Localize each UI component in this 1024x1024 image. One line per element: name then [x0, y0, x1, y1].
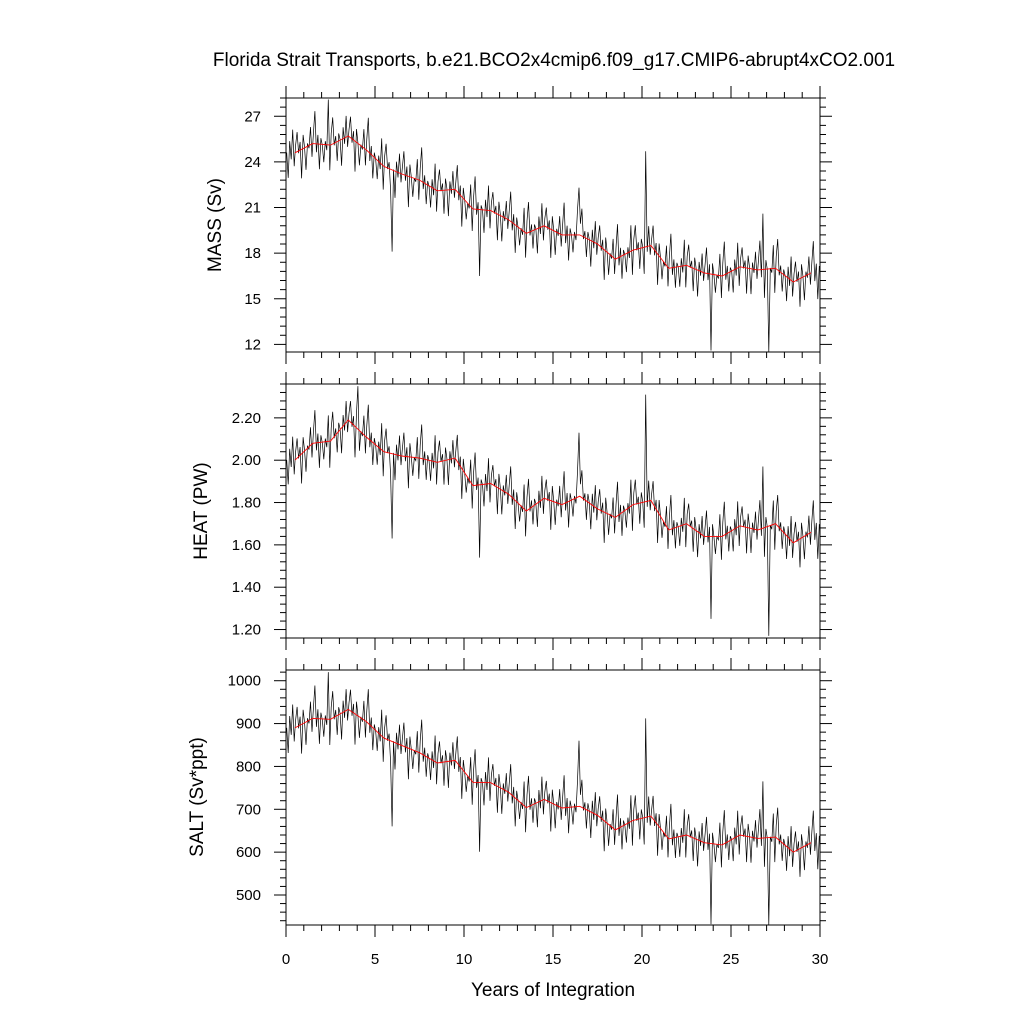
x-tick-label: 30	[812, 951, 829, 968]
y-axis-label-mass: MASS (Sv)	[205, 178, 226, 272]
x-tick-label: 20	[634, 951, 651, 968]
y-axis-label-heat: HEAT (PW)	[191, 462, 212, 559]
y-tick-label-mass: 18	[244, 245, 261, 262]
y-tick-label-mass: 27	[244, 108, 261, 125]
panel-salt: SALT (Sv*ppt) 1000 900 800 700 600 500	[187, 658, 832, 937]
y-tick-label-heat: 2.00	[232, 452, 261, 469]
x-axis: 0 5 10 15 20 25 30	[282, 951, 829, 968]
y-tick-label-heat: 1.80	[232, 495, 261, 512]
annual-mean-line-salt	[294, 708, 812, 853]
annual-mean-line-heat	[294, 419, 812, 544]
y-tick-label-heat: 1.60	[232, 537, 261, 554]
y-tick-label-salt: 1000	[228, 673, 261, 690]
y-tick-label-mass: 15	[244, 291, 261, 308]
annual-mean-line-mass	[294, 135, 812, 283]
panel-mass: MASS (Sv) 27 24 21 18 15 12	[205, 86, 832, 364]
x-tick-label: 10	[456, 951, 473, 968]
x-axis-label: Years of Integration	[471, 980, 635, 1001]
y-tick-label-heat: 2.20	[232, 410, 261, 427]
y-tick-label-mass: 24	[244, 154, 261, 171]
x-tick-label: 5	[371, 951, 379, 968]
chart-title: Florida Strait Transports, b.e21.BCO2x4c…	[213, 50, 895, 71]
y-tick-label-heat: 1.40	[232, 579, 261, 596]
x-tick-label: 15	[545, 951, 562, 968]
y-tick-label-salt: 900	[236, 716, 261, 733]
y-tick-label-salt: 500	[236, 887, 261, 904]
y-tick-label-mass: 12	[244, 336, 261, 353]
y-tick-label-salt: 600	[236, 844, 261, 861]
y-axis-label-salt: SALT (Sv*ppt)	[187, 737, 208, 857]
panel-heat: HEAT (PW) 2.20 2.00 1.80 1.60 1.40 1.20	[191, 372, 832, 650]
y-tick-label-salt: 800	[236, 758, 261, 775]
x-tick-label: 25	[723, 951, 740, 968]
y-tick-label-salt: 700	[236, 801, 261, 818]
y-tick-label-mass: 21	[244, 200, 261, 217]
x-tick-label: 0	[282, 951, 290, 968]
y-tick-label-heat: 1.20	[232, 622, 261, 639]
